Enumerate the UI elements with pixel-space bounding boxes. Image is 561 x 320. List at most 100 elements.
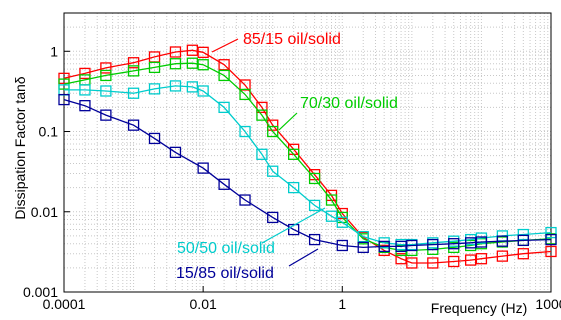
x-tick-label: 0.01	[190, 296, 217, 312]
data-point-marker	[378, 240, 390, 253]
data-point-marker	[325, 210, 338, 222]
data-point-marker	[100, 109, 112, 121]
data-point-marker	[336, 239, 348, 252]
data-point-marker	[267, 211, 279, 224]
y-tick-label: 0.1	[39, 124, 59, 140]
data-point-marker	[267, 119, 279, 131]
data-point-marker	[127, 87, 140, 99]
data-point-marker	[100, 69, 112, 82]
data-point-marker	[127, 57, 140, 69]
data-point-marker	[239, 125, 251, 138]
data-point-marker	[169, 146, 182, 159]
plot-frame	[63, 12, 552, 293]
data-point-marker	[186, 44, 199, 56]
series-annotation-label: 85/15 oil/solid	[243, 31, 341, 48]
data-point-marker	[545, 233, 557, 246]
series-annotation-label: 15/85 oil/solid	[176, 265, 274, 282]
data-point-marker	[148, 61, 161, 74]
data-point-marker	[148, 132, 161, 145]
data-point-marker	[148, 83, 161, 95]
y-tick-label: 0.001	[23, 284, 58, 300]
data-point-marker	[448, 255, 460, 268]
data-point-marker	[256, 109, 268, 121]
data-point-marker	[197, 162, 209, 174]
series-annotation-label: 50/50 oil/solid	[177, 240, 275, 257]
series-annotation-label: 70/30 oil/solid	[300, 95, 398, 112]
annotation-leaders	[211, 38, 326, 267]
data-point-marker	[169, 80, 182, 92]
x-tick-label: 0.0001	[43, 296, 86, 312]
data-point-marker	[475, 253, 488, 265]
data-point-marker	[218, 101, 230, 114]
data-point-marker	[308, 233, 321, 246]
data-point-marker	[357, 230, 369, 243]
data-point-marker	[406, 239, 418, 252]
data-point-marker	[517, 248, 529, 260]
data-point-marker	[127, 119, 140, 131]
data-point-marker	[395, 240, 407, 253]
data-point-marker	[288, 223, 300, 236]
data-point-marker	[288, 148, 300, 160]
data-point-marker	[308, 172, 321, 185]
data-point-marker	[169, 46, 182, 58]
data-point-marker	[427, 257, 439, 269]
series-0	[58, 44, 557, 269]
annotation-leader-line	[278, 112, 298, 131]
data-point-marker	[127, 65, 140, 77]
series-layer	[58, 44, 557, 269]
data-point-marker	[517, 234, 529, 247]
series-annotations: 85/15 oil/solid 70/30 oil/solid 50/50 oil/…	[176, 31, 398, 282]
annotation-leader-line	[288, 248, 319, 267]
data-point-marker	[79, 67, 91, 80]
data-point-marker	[100, 62, 112, 74]
data-point-marker	[186, 57, 199, 69]
data-point-marker	[197, 59, 209, 71]
data-point-marker	[288, 181, 300, 194]
data-point-marker	[395, 253, 407, 265]
data-point-marker	[79, 84, 91, 96]
data-point-marker	[545, 245, 557, 258]
plot-border	[63, 12, 552, 293]
data-point-marker	[465, 254, 477, 266]
x-tick-label: 1	[338, 296, 346, 312]
data-point-marker	[267, 125, 279, 138]
y-tick-label: 1	[50, 43, 58, 59]
data-point-marker	[218, 178, 230, 190]
data-point-marker	[357, 241, 369, 254]
data-point-marker	[465, 237, 477, 249]
data-point-marker	[58, 93, 70, 106]
data-point-marker	[79, 100, 91, 112]
data-point-marker	[267, 165, 279, 177]
series-3	[58, 93, 557, 254]
data-point-marker	[406, 257, 418, 269]
data-point-marker	[100, 85, 112, 97]
data-point-marker	[58, 78, 70, 90]
data-point-marker	[496, 250, 509, 262]
annotation-leader-line	[261, 207, 326, 244]
data-point-marker	[475, 236, 488, 248]
data-point-marker	[58, 72, 70, 84]
x-axis-label: Frequency (Hz)	[431, 300, 527, 316]
data-point-marker	[545, 226, 557, 239]
y-tick-label: 0.01	[31, 204, 58, 220]
data-point-marker	[517, 228, 529, 241]
data-point-marker	[256, 101, 268, 114]
data-point-marker	[325, 194, 338, 206]
data-point-marker	[448, 238, 460, 250]
series-line	[63, 98, 552, 249]
data-point-marker	[336, 216, 348, 228]
data-point-marker	[308, 199, 321, 212]
y-axis-label: Dissipation Factor tanδ	[12, 76, 28, 219]
data-point-marker	[427, 238, 439, 251]
data-point-marker	[218, 59, 230, 71]
data-point-marker	[186, 81, 199, 93]
data-point-marker	[218, 69, 230, 82]
grid	[63, 12, 551, 293]
data-point-marker	[197, 46, 209, 58]
annotation-leader-line	[211, 38, 239, 53]
y-axis-ticks: 0.001 0.01 0.1 1	[23, 43, 70, 300]
data-point-marker	[239, 194, 251, 206]
